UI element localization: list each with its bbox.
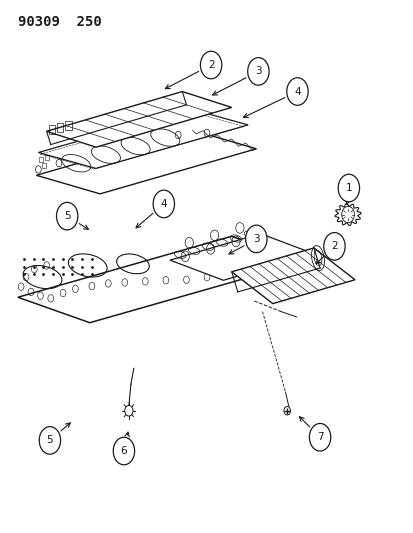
Polygon shape [38, 109, 247, 168]
Text: 5: 5 [47, 435, 53, 446]
Circle shape [200, 51, 221, 79]
Circle shape [245, 225, 266, 253]
Polygon shape [36, 130, 256, 194]
Circle shape [113, 437, 134, 465]
Polygon shape [170, 233, 313, 280]
Circle shape [124, 406, 133, 416]
Text: 3: 3 [252, 234, 259, 244]
Circle shape [283, 407, 290, 415]
Circle shape [247, 58, 268, 85]
Text: 4: 4 [294, 86, 300, 96]
Circle shape [56, 203, 78, 230]
Text: 90309  250: 90309 250 [18, 14, 101, 29]
Circle shape [153, 190, 174, 217]
Text: 5: 5 [64, 211, 70, 221]
Text: 6: 6 [120, 446, 127, 456]
Circle shape [323, 232, 344, 260]
Polygon shape [47, 92, 231, 147]
Text: 2: 2 [330, 241, 337, 252]
Polygon shape [18, 236, 303, 322]
Circle shape [309, 423, 330, 451]
Circle shape [337, 174, 359, 202]
Text: 4: 4 [160, 199, 167, 209]
Polygon shape [231, 248, 354, 304]
Text: 1: 1 [345, 183, 351, 193]
Text: 2: 2 [207, 60, 214, 70]
Circle shape [39, 426, 60, 454]
Circle shape [286, 78, 307, 106]
Text: 3: 3 [254, 67, 261, 76]
Text: 7: 7 [316, 432, 323, 442]
